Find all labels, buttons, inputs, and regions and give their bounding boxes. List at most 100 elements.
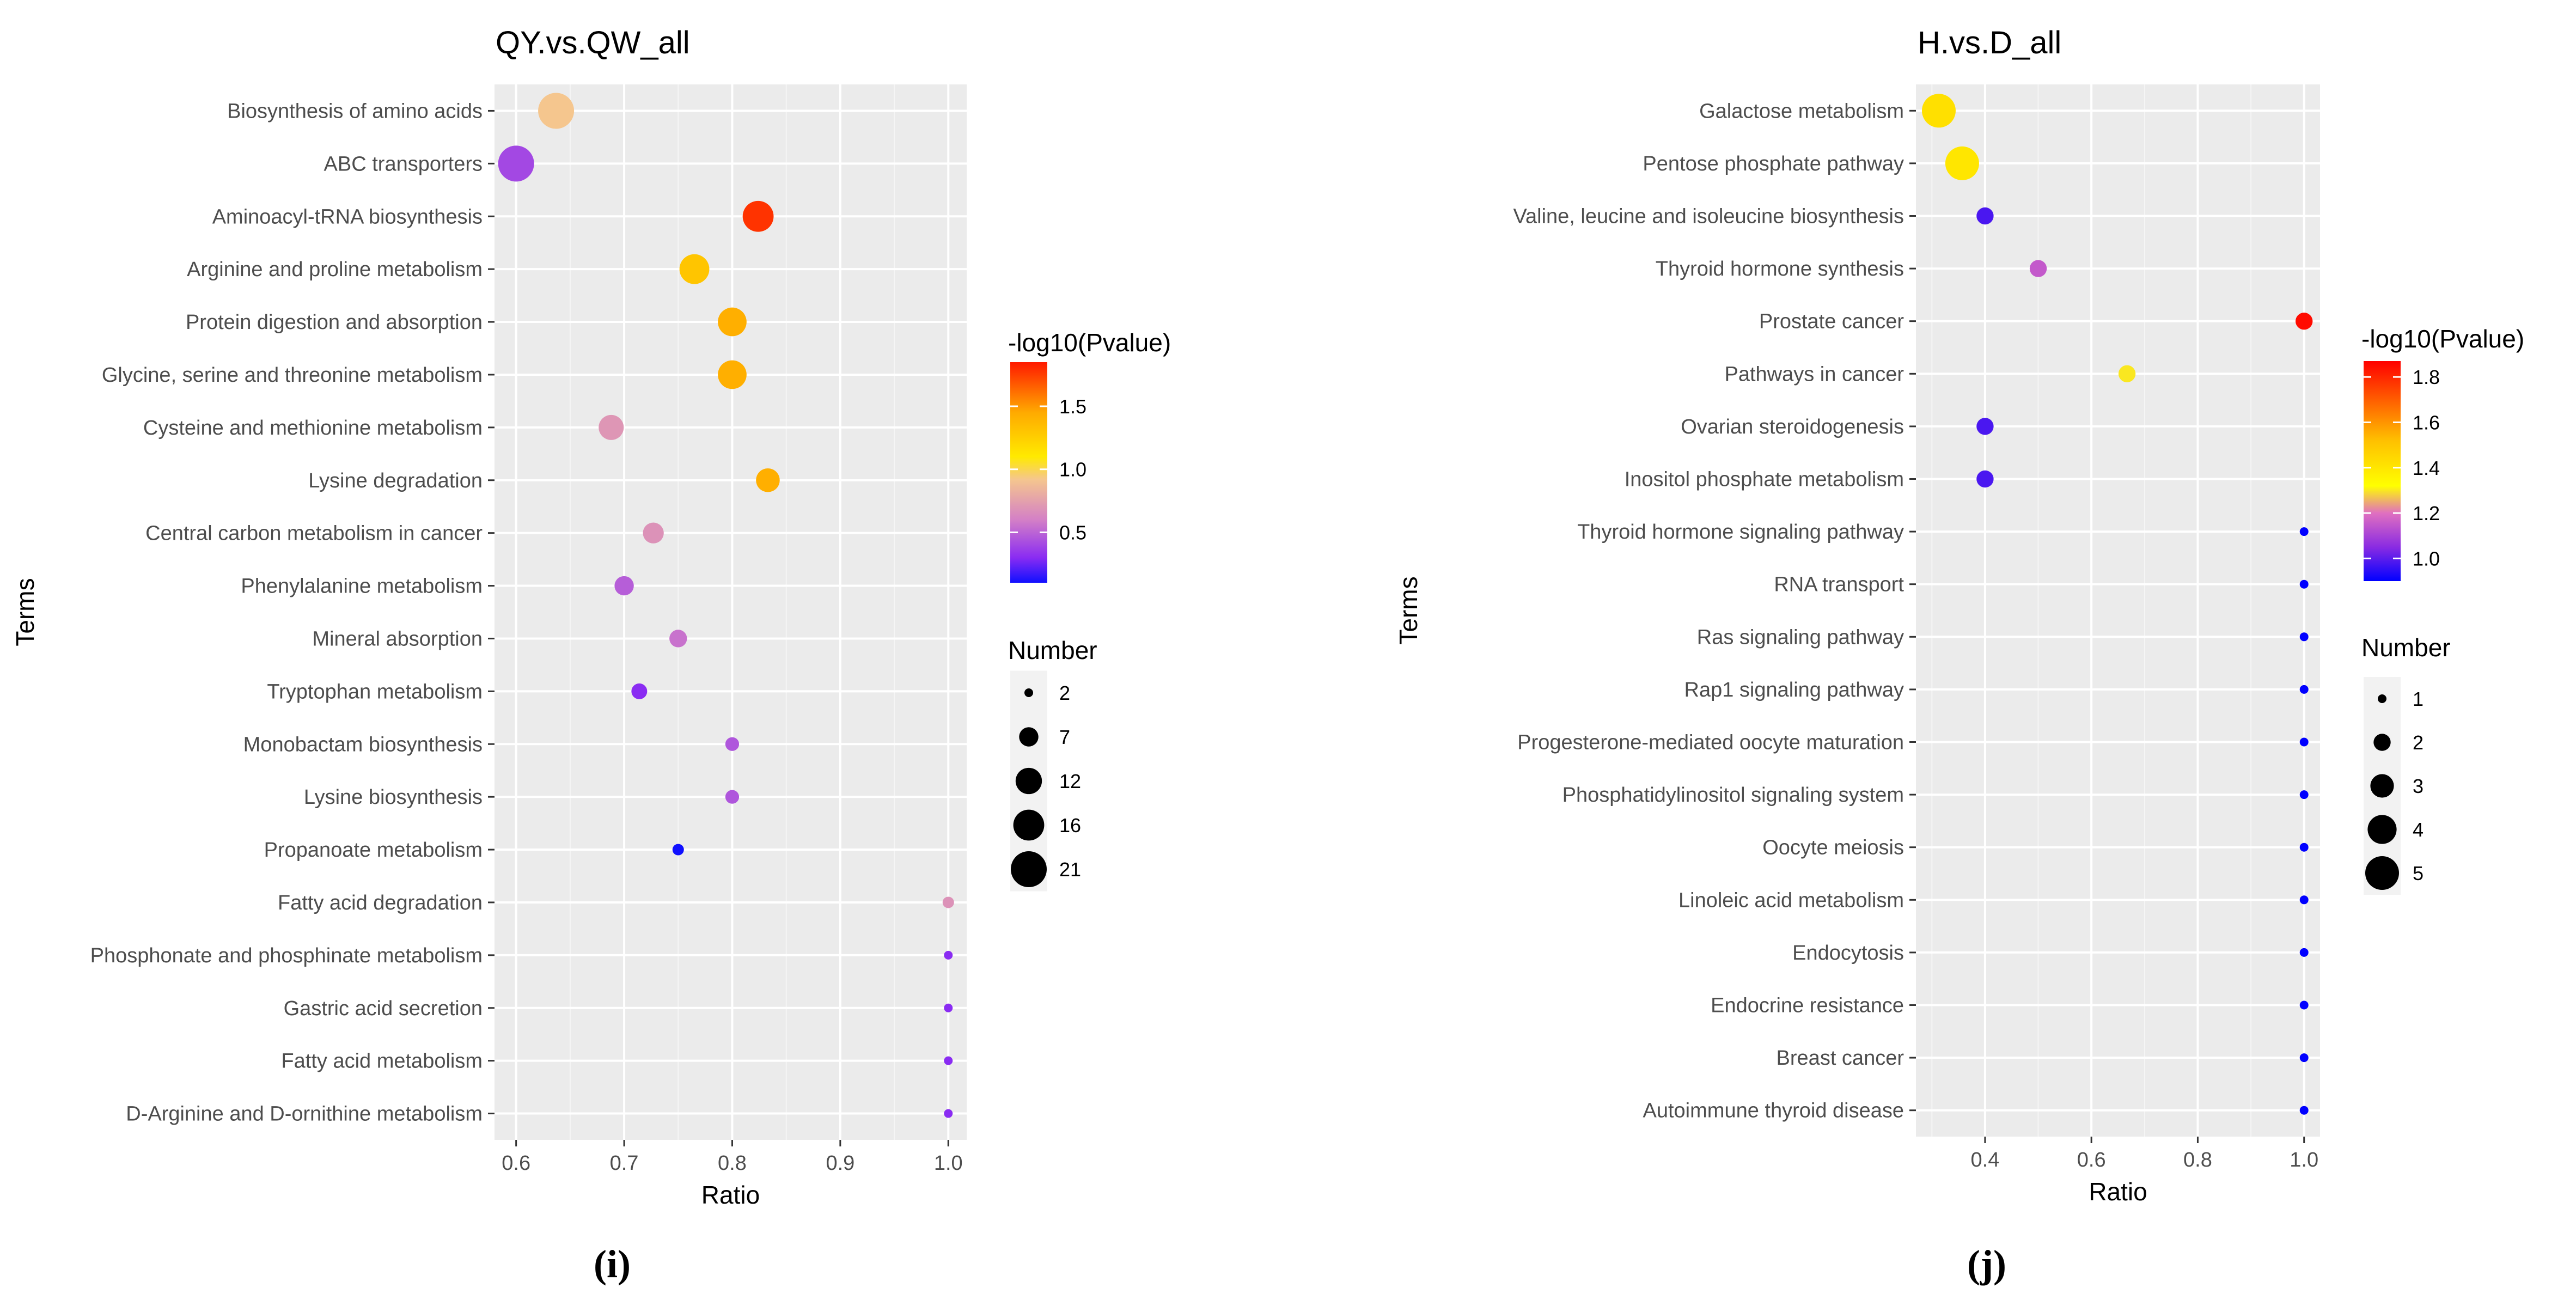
y-tick-label: Mineral absorption [312,627,483,650]
y-tick-label: Tryptophan metabolism [267,680,483,703]
y-tick-label: Endocytosis [1792,942,1904,965]
y-tick-label: Cysteine and methionine metabolism [143,417,483,440]
x-tick-label: 1.0 [934,1152,963,1175]
y-tick-label: Biosynthesis of amino acids [227,100,483,123]
size-legend-label: 7 [1059,726,1070,748]
y-tick-label: D-Arginine and D-ornithine metabolism [126,1103,483,1126]
data-point [2299,948,2309,957]
data-point [643,522,664,544]
data-point [2299,895,2309,905]
data-point [631,683,648,699]
data-point [725,790,740,804]
chart-title: QY.vs.QW_all [496,25,690,60]
data-point [2029,260,2047,277]
y-tick-label: Pentose phosphate pathway [1643,152,1904,175]
size-legend-dot [2370,774,2394,798]
x-tick-label: 0.9 [826,1152,854,1175]
y-tick-label: Prostate cancer [1759,310,1904,333]
data-point [2299,843,2309,852]
size-legend-label: 21 [1059,858,1081,881]
y-tick-label: Endocrine resistance [1711,994,1904,1017]
size-legend-dot [1015,767,1042,795]
y-tick-label: Autoimmune thyroid disease [1643,1100,1904,1122]
size-legend-title: Number [1008,636,1097,664]
y-tick-label: Aminoacyl-tRNA biosynthesis [212,205,483,228]
data-point [2299,579,2309,589]
data-point [669,630,687,648]
x-tick-label: 0.4 [1971,1149,2000,1171]
color-legend-title: -log10(Pvalue) [1008,328,1171,357]
y-tick-label: Lysine degradation [308,469,483,492]
y-tick-label: Central carbon metabolism in cancer [145,522,483,545]
data-point [1945,146,1979,180]
data-point [742,200,774,232]
panel-i: Biosynthesis of amino acids ABC transport… [11,25,1171,1286]
x-axis-title: Ratio [701,1181,760,1209]
data-point [2299,685,2309,694]
y-axis-title: Terms [1394,576,1423,644]
data-point [944,1056,953,1065]
x-tick-label: 0.8 [2183,1149,2212,1171]
data-point [599,414,624,440]
data-point [538,93,575,129]
data-point [718,360,747,389]
y-tick-label: Linoleic acid metabolism [1678,889,1904,912]
y-tick-label: Thyroid hormone signaling pathway [1577,521,1904,544]
y-tick-label: Gastric acid secretion [284,997,483,1020]
y-tick-label: Breast cancer [1777,1047,1904,1070]
size-legend-label: 2 [2413,731,2424,754]
y-tick-label: Glycine, serine and threonine metabolism [102,364,483,387]
data-point [944,1003,953,1012]
y-tick-label: Propanoate metabolism [264,839,483,862]
y-tick-label: Thyroid hormone synthesis [1656,258,1904,280]
y-tick-label: Fatty acid degradation [278,892,483,914]
data-point [672,844,684,856]
data-point [1976,207,1994,225]
y-tick-label: ABC transporters [324,152,483,175]
x-tick-label: 0.8 [718,1152,747,1175]
y-tick-label: Ovarian steroidogenesis [1681,416,1904,438]
data-point [2296,312,2313,330]
color-bar-label: 0.5 [1059,521,1086,544]
data-point [718,307,747,337]
size-legend-dot [2378,694,2386,703]
data-point [2299,527,2309,536]
chart-title: H.vs.D_all [1918,25,2061,60]
y-tick-label: Protein digestion and absorption [186,311,483,334]
y-tick-label: Oocyte meiosis [1762,837,1904,859]
size-legend-label: 4 [2413,819,2424,841]
y-axis-title: Terms [11,578,39,646]
y-tick-label: Inositol phosphate metabolism [1625,468,1904,491]
size-legend-dot [2373,734,2391,751]
data-point [2299,1106,2309,1115]
size-legend-label: 12 [1059,770,1081,792]
data-point [725,737,740,751]
data-point [2299,1053,2309,1063]
size-legend-label: 1 [2413,688,2424,710]
size-legend-dot [1024,688,1033,697]
size-legend-dot [2367,815,2397,844]
y-tick-label: Phosphonate and phosphinate metabolism [90,944,483,967]
y-tick-label: Phosphatidylinositol signaling system [1562,784,1904,807]
y-tick-label: Progesterone-mediated oocyte maturation [1517,731,1904,754]
y-tick-label: Rap1 signaling pathway [1684,679,1904,701]
color-bar-label: 1.2 [2413,502,2440,524]
y-tick-label: Lysine biosynthesis [304,786,483,809]
size-legend-dot [2365,856,2399,890]
x-tick-label: 0.6 [502,1152,530,1175]
y-tick-label: Fatty acid metabolism [281,1050,483,1073]
data-point [944,1109,953,1118]
x-tick-label: 0.6 [2077,1149,2106,1171]
size-legend-label: 3 [2413,775,2424,797]
size-legend-label: 5 [2413,862,2424,884]
y-tick-label: Galactose metabolism [1699,100,1904,123]
data-point [679,254,710,284]
color-bar [1010,362,1047,583]
data-point [2299,632,2309,642]
color-bar-label: 1.0 [1059,459,1086,481]
size-legend-dot [1013,809,1045,841]
y-tick-label: Phenylalanine metabolism [241,575,483,598]
data-point [498,145,534,182]
color-bar-label: 1.4 [2413,457,2440,479]
